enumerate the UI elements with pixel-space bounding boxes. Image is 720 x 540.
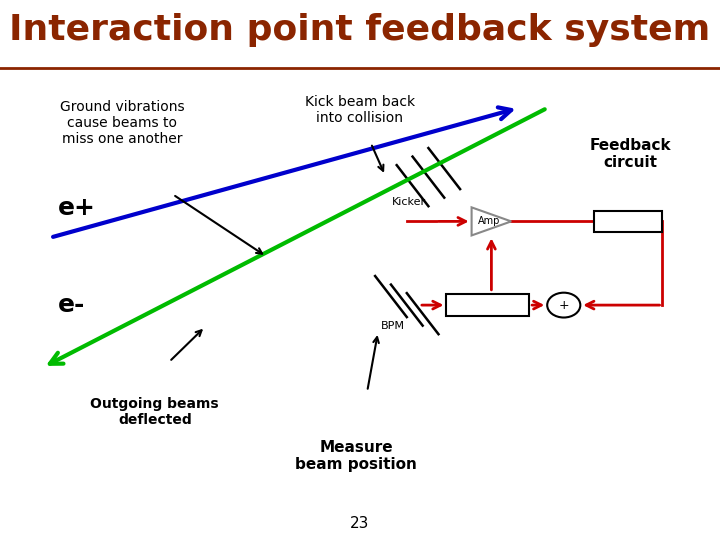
Text: e+: e+ — [58, 196, 96, 220]
Text: Measure
beam position: Measure beam position — [295, 440, 418, 472]
Text: Interaction point feedback system: Interaction point feedback system — [9, 13, 711, 46]
Text: Kick beam back
into collision: Kick beam back into collision — [305, 94, 415, 125]
Text: +: + — [559, 299, 569, 312]
Text: Feedback
circuit: Feedback circuit — [589, 138, 671, 170]
Text: Amp: Amp — [478, 217, 500, 226]
Text: Ground vibrations
cause beams to
miss one another: Ground vibrations cause beams to miss on… — [60, 100, 185, 146]
Text: Processor: Processor — [461, 300, 515, 310]
Text: BPM: BPM — [380, 321, 405, 332]
Text: 23: 23 — [351, 516, 369, 531]
FancyBboxPatch shape — [594, 211, 662, 232]
Text: e-: e- — [58, 293, 85, 317]
Text: Outgoing beams
deflected: Outgoing beams deflected — [91, 397, 219, 427]
Text: Kicker: Kicker — [392, 197, 426, 207]
Text: Delay: Delay — [612, 217, 644, 226]
FancyBboxPatch shape — [446, 294, 529, 316]
